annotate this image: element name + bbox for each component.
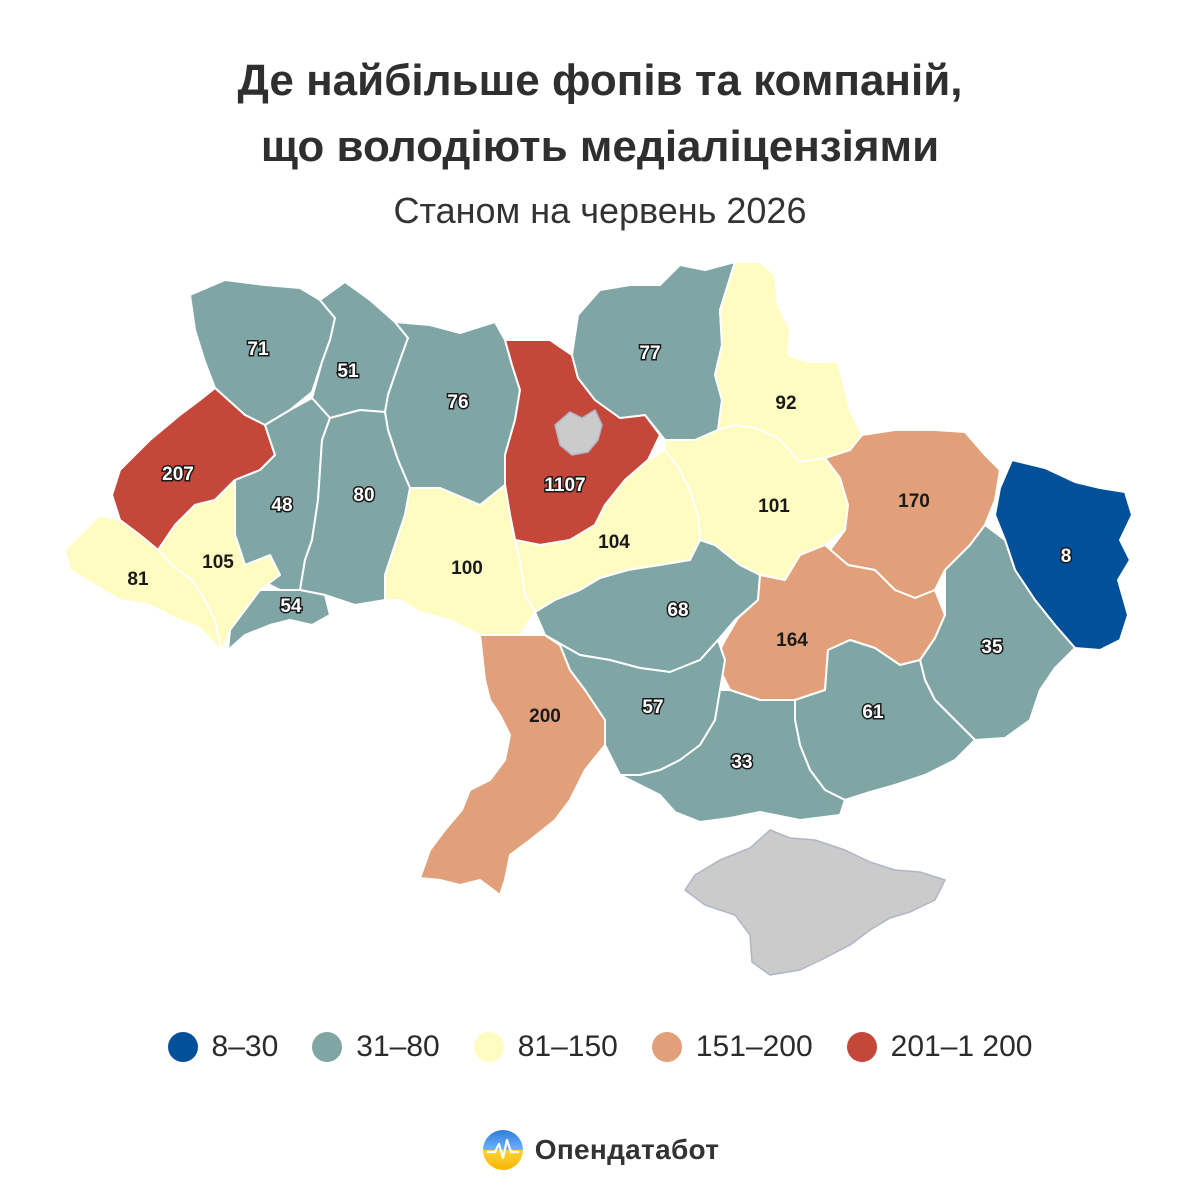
opendatabot-logo-icon (482, 1130, 523, 1170)
kyiv-city-nodata (554, 409, 603, 456)
region-label-ternopil: 48 (271, 495, 292, 516)
region-label-dnipro: 164 (776, 630, 808, 651)
legend-swatch (846, 1032, 877, 1062)
region-label-lviv: 207 (162, 464, 194, 485)
legend-label: 151–200 (695, 1030, 813, 1063)
region-label-rivne: 51 (337, 361, 359, 382)
region-label-luhansk: 8 (1061, 546, 1072, 567)
region-label-poltava: 101 (758, 496, 790, 517)
legend-label: 8–30 (211, 1030, 279, 1063)
brand-name: Опендатабот (534, 1134, 720, 1165)
legend-swatch (167, 1032, 198, 1062)
region-label-sumy: 92 (775, 393, 796, 414)
chart-subtitle: Станом на червень 2026 (393, 190, 807, 231)
region-label-kyiv-oblast: 1107 (544, 475, 585, 496)
region-kherson (619, 689, 846, 823)
region-ivano-frankivsk (157, 479, 281, 653)
region-chernivtsi (227, 589, 331, 651)
region-label-zakarpattia: 81 (127, 569, 149, 590)
brand: Опендатабот (0, 1128, 1200, 1172)
crimea-nodata (684, 829, 946, 976)
legend-swatch (473, 1032, 504, 1062)
region-label-donetsk: 35 (981, 637, 1003, 658)
legend-item: 8–30 (167, 1030, 279, 1064)
region-label-zaporizhzhia: 61 (862, 702, 884, 723)
legend-item: 31–80 (312, 1030, 440, 1064)
region-label-cherkasy: 104 (598, 532, 630, 553)
legend-label: 201–1 200 (890, 1030, 1033, 1063)
legend-label: 31–80 (356, 1030, 440, 1063)
region-label-kirovohrad: 68 (667, 600, 688, 621)
region-label-kharkiv: 170 (898, 491, 930, 512)
legend-item: 201–1 200 (846, 1030, 1033, 1064)
region-label-volyn: 71 (247, 339, 269, 360)
title-line-1: Де найбільше фопів та компаній, (237, 56, 963, 105)
chart-title: Де найбільше фопів та компаній, що волод… (0, 48, 1200, 180)
region-label-mykolaiv: 57 (642, 697, 663, 718)
legend-swatch (312, 1032, 343, 1062)
legend-item: 81–150 (473, 1030, 618, 1064)
region-label-odesa: 200 (529, 706, 561, 727)
legend-label: 81–150 (517, 1030, 618, 1063)
region-label-vinnytsia: 100 (451, 558, 483, 579)
title-line-2: що володіють медіаліцензіями (260, 122, 940, 171)
region-label-kherson: 33 (731, 752, 752, 773)
region-label-ivano-frankivsk: 105 (202, 552, 234, 573)
legend-swatch (651, 1032, 682, 1062)
region-label-chernivtsi: 54 (280, 596, 302, 617)
legend-item: 151–200 (651, 1030, 813, 1064)
region-label-zhytomyr: 76 (447, 392, 468, 413)
region-label-chernihiv: 77 (639, 343, 660, 364)
legend: 8–30 31–80 81–150 151–200 201–1 200 (0, 1030, 1200, 1064)
region-label-khmelnytskyi: 80 (353, 485, 374, 506)
